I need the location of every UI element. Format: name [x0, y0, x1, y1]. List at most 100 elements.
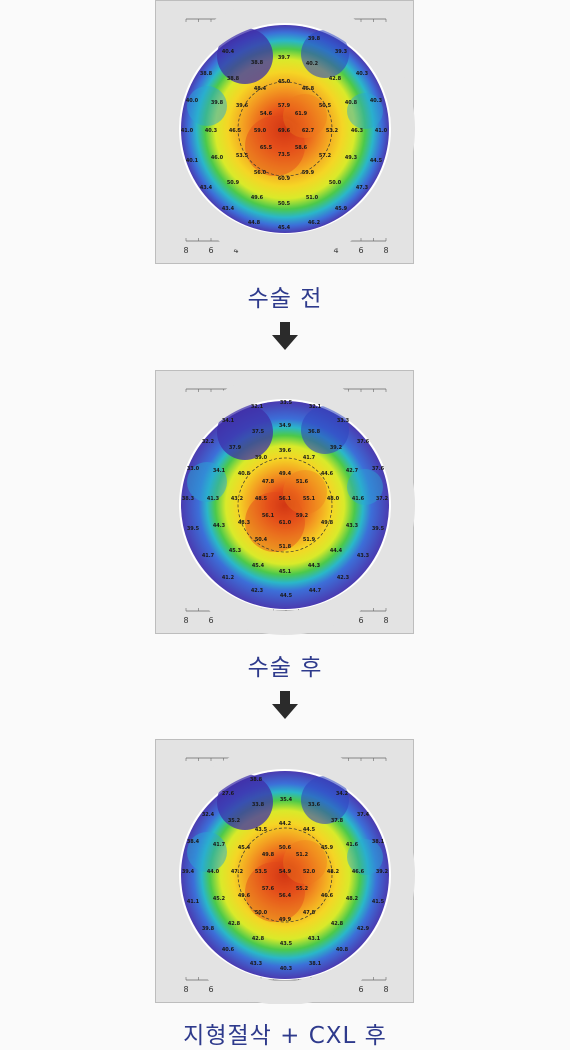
axis-tick-label: 6 — [208, 616, 213, 625]
map-value-label: 51.6 — [296, 479, 309, 485]
map-value-label: 44.5 — [303, 827, 316, 833]
map-value-label: 40.8 — [336, 947, 349, 953]
map-value-label: 41.3 — [207, 496, 220, 502]
map-value-label: 34.2 — [336, 791, 349, 797]
map-value-label: 54.9 — [279, 869, 292, 875]
map-value-label: 61.9 — [295, 111, 308, 117]
map-value-label: 32.4 — [202, 812, 215, 818]
topography-panel-postop: 8 6 4 2 0 2 4 6 8 33.5 32.1 32.1 34.1 33.3 34.9 37.5 36.… — [155, 370, 415, 635]
map-value-label: 49.3 — [345, 155, 358, 161]
map-value-label: 45.4 — [238, 845, 251, 851]
map-value-label: 56.0 — [254, 170, 267, 176]
map-value-label: 50.5 — [319, 103, 332, 109]
map-value-label: 49.8 — [262, 852, 275, 858]
map-value-label: 46.8 — [302, 86, 315, 92]
map-value-label: 52.0 — [303, 869, 316, 875]
map-value-label: 55.2 — [296, 886, 309, 892]
map-value-label: 46.2 — [308, 220, 321, 226]
map-value-label: 40.3 — [356, 71, 369, 77]
map-value-label: 40.1 — [186, 158, 199, 164]
axis-tick-label: 6 — [358, 616, 363, 625]
axis-tick-label: 8 — [183, 616, 188, 625]
map-value-label: 41.2 — [222, 575, 235, 581]
corneal-map-preop: 8 6 4 2 0 2 4 6 839.840.4 39.338.839.740.238.838.… — [156, 1, 415, 259]
map-value-label: 38.8 — [250, 777, 263, 783]
map-value-label: 43.3 — [357, 553, 370, 559]
map-value-label: 45.4 — [278, 225, 291, 231]
corneal-map-cxl: 8 6 4 2 0 2 4 6 838.827.6 34.235.433.8 33.632.4 37.… — [156, 745, 415, 1004]
map-value-label: 50.4 — [255, 537, 268, 543]
topography-panel-cxl: 8 6 4 2 0 2 4 6 8 38.8 27.6 34.2 35.4 33.8 33.6 32.4 37.… — [155, 739, 415, 1004]
map-value-label: 46.5 — [229, 128, 242, 134]
map-value-label: 69.6 — [278, 128, 291, 134]
map-value-label: 41.7 — [202, 553, 215, 559]
map-value-label: 39.8 — [211, 100, 224, 106]
map-value-label: 41.6 — [352, 496, 365, 502]
map-value-label: 53.2 — [326, 128, 339, 134]
map-value-label: 44.7 — [309, 588, 322, 594]
map-value-label: 39.7 — [278, 55, 291, 61]
map-value-label: 49.9 — [279, 917, 292, 923]
map-value-label: 39.8 — [202, 926, 215, 932]
map-value-label: 36.8 — [308, 429, 321, 435]
map-value-label: 48.5 — [255, 496, 268, 502]
map-value-label: 57.6 — [262, 886, 275, 892]
map-value-label: 44.3 — [308, 563, 321, 569]
map-value-label: 51.0 — [306, 195, 319, 201]
map-value-label: 43.4 — [200, 185, 213, 191]
map-value-label: 43.3 — [346, 523, 359, 529]
map-value-label: 37.2 — [376, 496, 389, 502]
down-arrow-icon — [272, 691, 298, 719]
map-value-label: 55.1 — [303, 496, 316, 502]
map-value-label: 42.8 — [331, 921, 344, 927]
map-value-label: 54.6 — [260, 111, 273, 117]
map-value-label: 41.7 — [213, 842, 226, 848]
map-value-label: 53.5 — [255, 869, 268, 875]
map-value-label: 32.1 — [251, 404, 264, 410]
map-value-label: 46.6 — [321, 893, 334, 899]
map-value-label: 39.3 — [335, 49, 348, 55]
map-value-label: 44.6 — [321, 471, 334, 477]
map-value-label: 42.8 — [252, 936, 265, 942]
map-value-label: 49.8 — [321, 520, 334, 526]
map-value-label: 56.4 — [279, 893, 292, 899]
map-value-label: 40.2 — [306, 61, 319, 67]
map-value-label: 61.0 — [279, 520, 292, 526]
map-value-label: 33.5 — [280, 400, 293, 406]
map-value-label: 43.3 — [250, 961, 263, 967]
map-value-label: 47.8 — [303, 910, 316, 916]
map-value-label: 39.4 — [182, 869, 195, 875]
map-value-label: 42.8 — [329, 76, 342, 82]
map-value-label: 38.8 — [251, 60, 264, 66]
map-value-label: 44.3 — [213, 523, 226, 529]
corneal-map-postop: 8 6 4 2 0 2 4 6 833.532.1 32.134.1 33.334.937.5 36.… — [156, 375, 415, 635]
map-value-label: 45.9 — [335, 206, 348, 212]
map-value-label: 37.9 — [229, 445, 242, 451]
map-value-label: 41.1 — [187, 899, 200, 905]
map-value-label: 49.4 — [279, 471, 292, 477]
axis-tick-label: 8 — [383, 246, 388, 255]
map-value-label: 40.8 — [345, 100, 358, 106]
map-value-label: 59.2 — [296, 513, 309, 519]
map-value-label: 41.0 — [375, 128, 388, 134]
map-value-label: 35.2 — [228, 818, 241, 824]
map-value-label: 73.5 — [278, 152, 291, 158]
axis-tick-label: 6 — [358, 246, 363, 255]
map-value-label: 43.2 — [231, 496, 244, 502]
map-value-label: 32.2 — [202, 439, 215, 445]
map-value-label: 48.0 — [327, 496, 340, 502]
caption-preop: 수술 전 — [247, 286, 323, 312]
map-value-label: 50.5 — [278, 201, 291, 207]
map-value-label: 43.5 — [280, 941, 293, 947]
map-value-label: 40.3 — [370, 98, 383, 104]
axis-tick-label: 8 — [183, 985, 188, 994]
map-value-label: 41.0 — [181, 128, 194, 134]
map-value-label: 50.9 — [227, 180, 240, 186]
map-value-label: 53.5 — [236, 153, 249, 159]
map-value-label: 50.0 — [255, 910, 268, 916]
map-value-label: 44.8 — [248, 220, 261, 226]
map-value-label: 40.3 — [280, 966, 293, 972]
map-value-label: 38.3 — [182, 496, 195, 502]
map-value-label: 44.5 — [370, 158, 383, 164]
map-value-label: 56.1 — [262, 513, 275, 519]
